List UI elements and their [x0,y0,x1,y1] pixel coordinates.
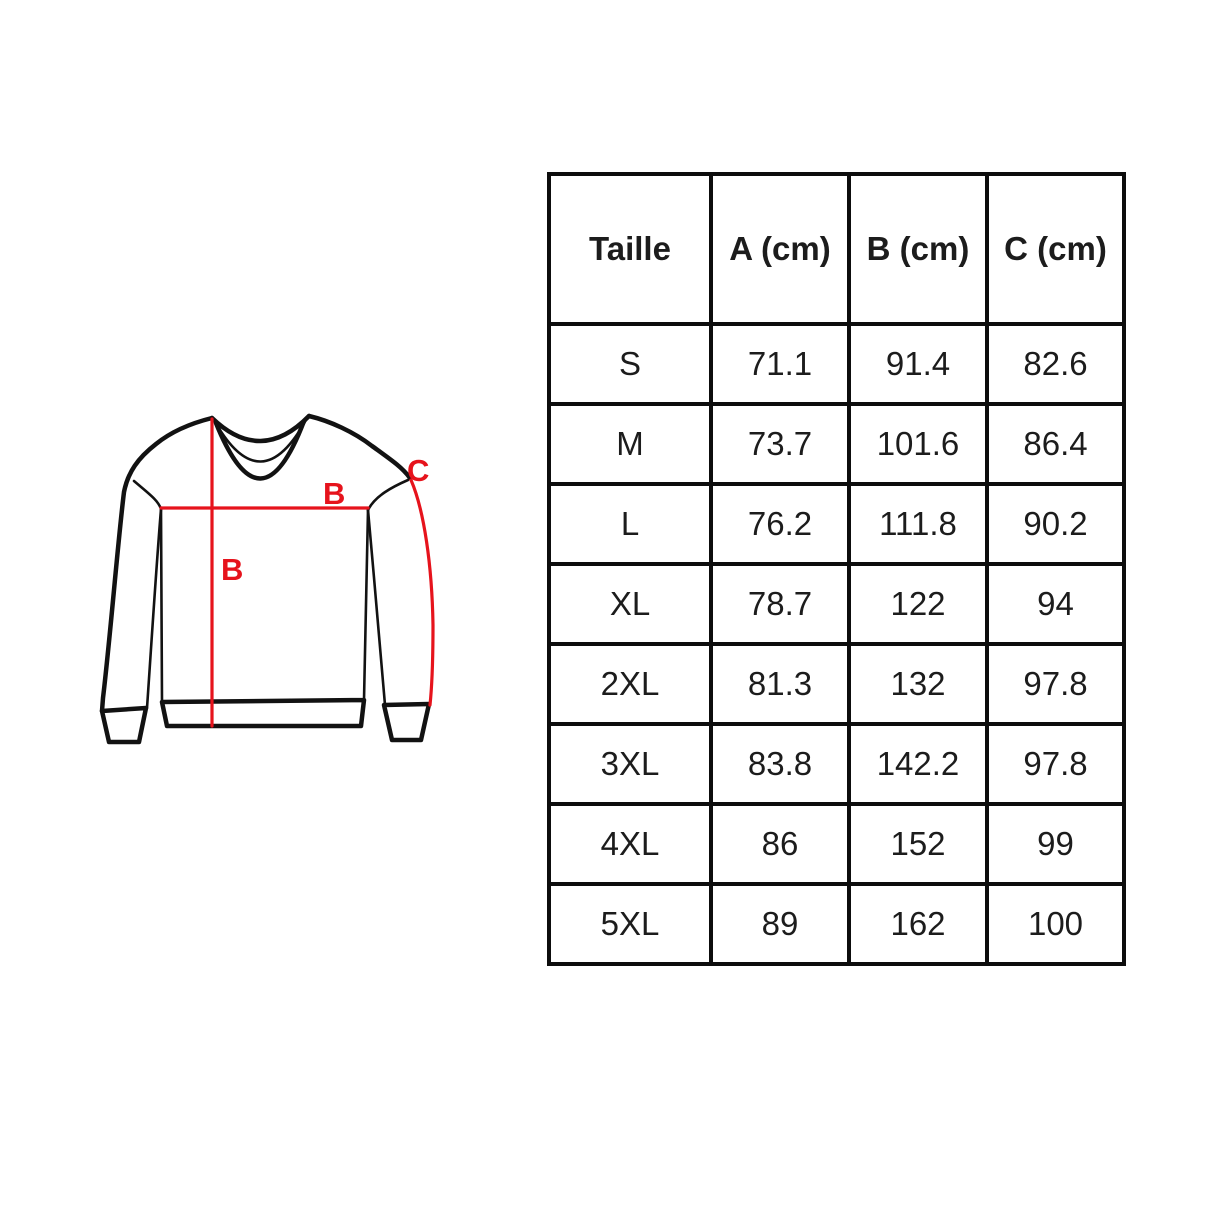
sleeve-length-line [409,478,435,707]
header-cell-a: A (cm) [709,172,851,326]
body-length-label: B [221,552,243,587]
sleeve-length-label: C [407,453,429,488]
header-cell-c: C (cm) [985,172,1126,326]
value-cell-a: 86 [709,802,851,886]
table-row: XL 78.7 122 94 [547,562,1126,646]
collar-opening [209,413,312,444]
table-row: L 76.2 111.8 90.2 [547,482,1126,566]
value-cell-a: 76.2 [709,482,851,566]
value-cell-b: 91.4 [847,322,989,406]
size-cell: S [547,322,713,406]
value-cell-c: 100 [985,882,1126,966]
right-shoulder-outline [306,413,413,481]
chest-width-label: B [323,476,345,511]
table-row: 5XL 89 162 100 [547,882,1126,966]
header-cell-taille: Taille [547,172,713,326]
collar-mid-line [212,416,309,463]
size-cell: 4XL [547,802,713,886]
value-cell-a: 83.8 [709,722,851,806]
value-cell-c: 94 [985,562,1126,646]
right-cuff [381,701,432,743]
size-cell: XL [547,562,713,646]
left-cuff [99,705,149,745]
value-cell-b: 142.2 [847,722,989,806]
value-cell-a: 89 [709,882,851,966]
hem-band [159,697,367,729]
right-sleeve-inner [366,508,387,707]
left-sleeve-inner [145,507,163,710]
size-cell: 5XL [547,882,713,966]
value-cell-c: 90.2 [985,482,1126,566]
size-table-body: S 71.1 91.4 82.6 M 73.7 101.6 86.4 L 76.… [547,322,1126,966]
value-cell-c: 97.8 [985,722,1126,806]
header-cell-b: B (cm) [847,172,989,326]
table-row: M 73.7 101.6 86.4 [547,402,1126,486]
value-cell-a: 73.7 [709,402,851,486]
value-cell-c: 97.8 [985,642,1126,726]
collar-band-bottom [213,418,307,481]
table-row: S 71.1 91.4 82.6 [547,322,1126,406]
left-armhole-seam [132,479,163,511]
size-cell: M [547,402,713,486]
value-cell-b: 122 [847,562,989,646]
right-body-seam [362,508,370,702]
value-cell-b: 111.8 [847,482,989,566]
value-cell-b: 132 [847,642,989,726]
table-row: 2XL 81.3 132 97.8 [547,642,1126,726]
right-armhole-seam [366,478,410,512]
value-cell-c: 82.6 [985,322,1126,406]
value-cell-b: 162 [847,882,989,966]
value-cell-a: 78.7 [709,562,851,646]
value-cell-b: 101.6 [847,402,989,486]
table-row: 3XL 83.8 142.2 97.8 [547,722,1126,806]
value-cell-c: 86.4 [985,402,1126,486]
value-cell-a: 81.3 [709,642,851,726]
value-cell-c: 99 [985,802,1126,886]
left-sleeve-outline [99,415,215,714]
size-table: Taille A (cm) B (cm) C (cm) S 71.1 91.4 … [547,172,1126,966]
size-cell: 2XL [547,642,713,726]
size-cell: L [547,482,713,566]
sweatshirt-diagram: B B C [99,413,435,745]
value-cell-a: 71.1 [709,322,851,406]
value-cell-b: 152 [847,802,989,886]
table-row: 4XL 86 152 99 [547,802,1126,886]
size-cell: 3XL [547,722,713,806]
left-body-seam [159,507,164,704]
table-header-row: Taille A (cm) B (cm) C (cm) [547,172,1126,326]
